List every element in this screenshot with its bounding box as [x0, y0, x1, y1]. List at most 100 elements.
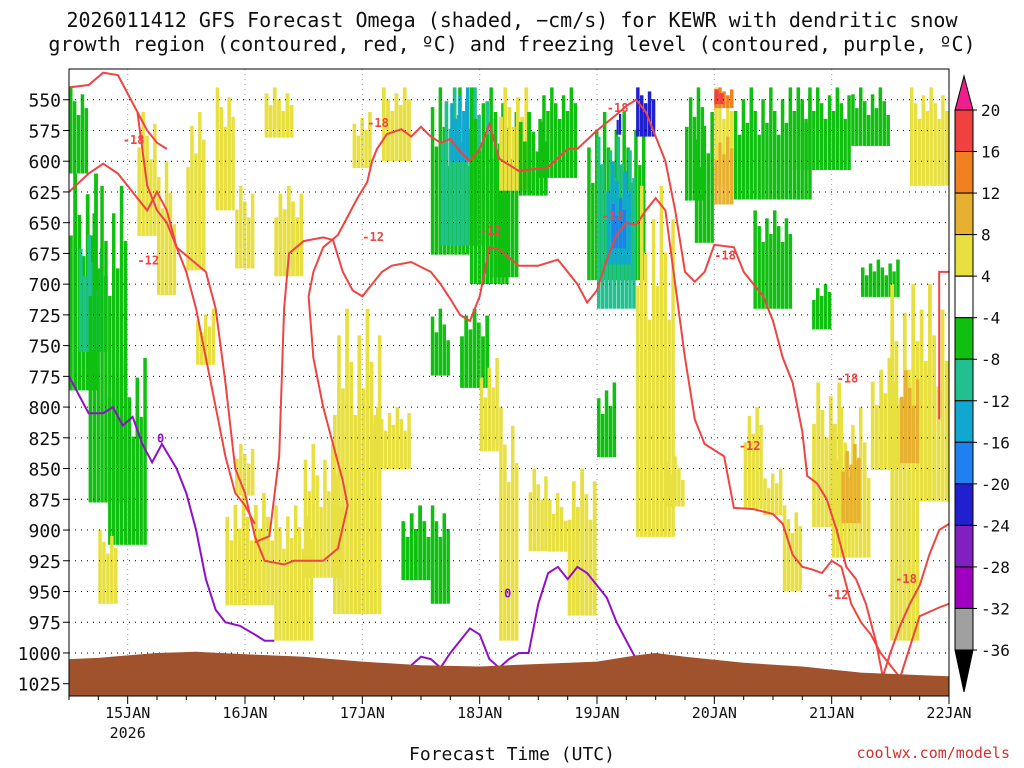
x-tick-label: 19JAN — [574, 704, 619, 722]
omega-cell — [643, 103, 648, 137]
omega-cell — [863, 442, 867, 558]
omega-cell — [588, 519, 593, 616]
y-tick-label: 975 — [28, 613, 61, 634]
omega-cell — [812, 423, 816, 528]
x-tick-label: 18JAN — [457, 704, 502, 722]
x-tick-label: 17JAN — [340, 704, 385, 722]
y-tick-label: 875 — [28, 490, 61, 511]
omega-cell — [612, 382, 617, 458]
omega-cell — [870, 381, 875, 470]
omega-cell — [502, 175, 506, 278]
omega-cell — [301, 548, 306, 641]
omega-cell — [333, 415, 337, 615]
omega-cell — [73, 173, 77, 391]
omega-cell — [780, 241, 785, 309]
dgz-contour-label: -18 — [123, 133, 145, 147]
omega-cell — [775, 483, 779, 516]
omega-cell — [102, 541, 106, 604]
omega-cell — [923, 360, 928, 502]
omega-cell — [665, 462, 669, 507]
omega-cell — [135, 377, 139, 545]
omega-cell — [323, 459, 327, 578]
omega-cell — [444, 101, 449, 246]
omega-cell — [373, 415, 378, 615]
omega-cell — [702, 125, 707, 243]
omega-cell — [630, 182, 634, 281]
omega-cell — [765, 218, 769, 309]
omega-cell — [274, 505, 278, 641]
omega-cell — [143, 357, 147, 545]
y-tick-label: 575 — [28, 122, 61, 143]
colorbar-label: 12 — [981, 184, 1000, 203]
omega-cell — [446, 340, 450, 376]
omega-cell — [769, 234, 773, 309]
omega-cell — [651, 99, 656, 137]
omega-cell — [597, 136, 601, 309]
omega-cell — [405, 536, 410, 581]
dgz-contour-label: -12 — [739, 439, 761, 453]
omega-cell — [640, 185, 644, 537]
omega-cell — [909, 87, 914, 186]
omega-cell — [945, 111, 949, 186]
omega-cell — [841, 471, 845, 524]
omega-cell — [456, 115, 461, 246]
omega-cell — [798, 526, 802, 592]
omega-cell — [434, 146, 439, 255]
omega-cell — [531, 131, 536, 196]
omega-cell — [535, 151, 540, 196]
omega-cell — [640, 95, 644, 137]
omega-cell — [879, 369, 883, 470]
omega-cell — [584, 494, 589, 616]
y-tick-label: 1025 — [18, 675, 61, 696]
colorbar-swatch — [954, 317, 974, 360]
colorbar-label: -20 — [981, 475, 1010, 494]
omega-cell — [450, 103, 454, 163]
omega-cell — [448, 128, 453, 246]
omega-cell — [499, 407, 503, 641]
omega-cell — [215, 87, 220, 211]
omega-cell — [335, 475, 339, 578]
omega-cell — [847, 477, 851, 558]
omega-cell — [395, 407, 400, 470]
omega-cell — [928, 284, 932, 502]
omega-cell — [863, 101, 867, 146]
omega-cell — [466, 87, 470, 163]
omega-cell — [944, 360, 949, 502]
omega-cell — [698, 167, 703, 243]
omega-cell — [816, 382, 821, 528]
omega-cell — [270, 540, 274, 606]
omega-cell — [361, 388, 366, 615]
omega-cell — [434, 521, 439, 604]
omega-cell — [157, 176, 161, 295]
colorbar-label: -12 — [981, 392, 1010, 411]
y-tick-label: 925 — [28, 552, 61, 573]
omega-cell — [285, 93, 290, 138]
omega-cell — [602, 112, 607, 281]
omega-cell — [580, 468, 584, 616]
omega-cell — [319, 506, 323, 578]
omega-cell — [69, 87, 73, 174]
omega-cell — [477, 150, 482, 285]
dgz-contour-line — [938, 270, 949, 420]
omega-cell — [337, 335, 341, 615]
omega-cell — [828, 396, 833, 528]
omega-cell — [788, 87, 793, 200]
y-tick-label: 950 — [28, 583, 61, 604]
omega-cell — [874, 108, 879, 146]
x-tick-label: 22JAN — [926, 704, 971, 722]
omega-cell — [514, 463, 519, 641]
omega-cell — [92, 213, 96, 503]
omega-cell — [473, 118, 478, 285]
omega-cell — [864, 275, 869, 297]
omega-cell — [114, 547, 118, 604]
omega-cell — [250, 448, 255, 496]
omega-cell — [907, 369, 911, 641]
y-tick-label: 625 — [28, 183, 61, 204]
omega-cell — [454, 118, 458, 163]
omega-cell — [839, 407, 843, 558]
omega-cell — [303, 459, 308, 578]
omega-cell — [882, 101, 886, 146]
omega-cell — [514, 112, 519, 278]
omega-cell — [368, 112, 372, 169]
omega-cell — [407, 413, 411, 470]
